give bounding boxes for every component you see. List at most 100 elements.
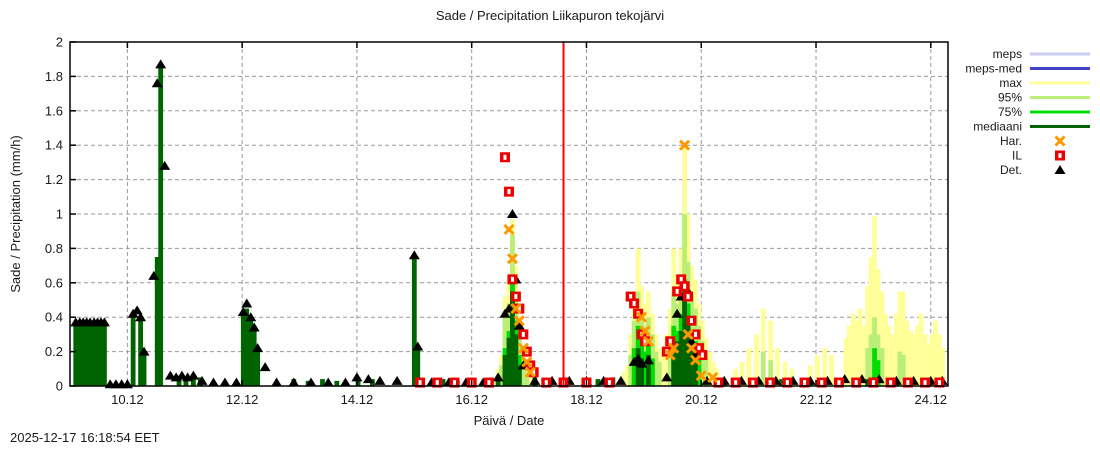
bar: [631, 348, 637, 386]
legend-label: 75%: [998, 105, 1022, 119]
bar: [244, 308, 250, 386]
legend-label: 95%: [998, 91, 1022, 105]
il-marker-center: [507, 189, 511, 195]
bar: [710, 361, 716, 386]
bar: [650, 358, 655, 386]
bar: [628, 355, 634, 386]
bar: [595, 379, 601, 386]
legend-swatch-center: [1058, 153, 1062, 158]
bar: [850, 313, 856, 386]
bar: [693, 360, 698, 386]
har-marker: [517, 342, 529, 354]
il-marker-center: [503, 154, 507, 160]
det-marker: [408, 250, 420, 260]
det-marker: [230, 377, 242, 387]
har-marker: [685, 342, 698, 354]
bar: [154, 257, 160, 386]
bar: [334, 380, 340, 386]
bar: [875, 360, 881, 386]
x-tick-label: 12.12: [226, 392, 259, 407]
y-tick-label: 0.6: [45, 275, 63, 290]
det-marker: [148, 270, 160, 280]
x-axis: 10.12 12.12 14.12 16.12 18.12 20.12 22.12 24.12…: [111, 42, 947, 428]
bar: [760, 308, 766, 386]
bar: [753, 334, 759, 386]
bar: [87, 322, 93, 386]
det-marker: [701, 375, 713, 385]
y-tick-label: 1.6: [45, 103, 63, 118]
bar: [646, 355, 651, 386]
legend-label: Har.: [1000, 134, 1022, 148]
det-marker: [615, 375, 627, 385]
il-marker-center: [514, 294, 518, 300]
bar: [520, 360, 526, 386]
legend-swatch: [1054, 135, 1066, 147]
bar: [667, 337, 673, 386]
bar: [660, 355, 666, 386]
x-tick-label: 10.12: [111, 392, 144, 407]
bar: [846, 325, 852, 386]
bar: [865, 379, 871, 386]
har-marker: [639, 325, 651, 337]
bar: [843, 337, 849, 386]
bar: [822, 348, 828, 386]
bar: [922, 334, 928, 386]
markers-har: [503, 139, 719, 383]
legend-label: Det.: [1000, 163, 1022, 177]
har-marker: [707, 371, 719, 383]
bar: [495, 379, 501, 386]
bar: [506, 337, 512, 386]
il-marker-center: [820, 380, 824, 386]
timestamp-label: 2025-12-17 16:18:54 EET: [10, 430, 160, 445]
det-marker: [248, 322, 260, 332]
y-tick-label: 0: [56, 379, 63, 394]
il-marker-center: [937, 380, 941, 386]
il-marker-center: [683, 283, 687, 289]
det-marker: [351, 372, 363, 382]
bar: [639, 358, 644, 386]
bar: [768, 320, 774, 386]
bar: [789, 368, 795, 386]
bar: [814, 355, 820, 386]
x-axis-title: Päivä / Date: [474, 413, 545, 428]
det-marker: [642, 355, 654, 365]
bar: [714, 368, 720, 386]
bar: [932, 320, 938, 386]
legend-label: meps-med: [965, 62, 1022, 76]
det-marker: [529, 375, 541, 385]
bar: [440, 379, 446, 386]
det-marker: [159, 160, 171, 170]
det-marker: [138, 346, 150, 356]
bar: [929, 334, 935, 386]
y-tick-label: 2: [56, 35, 63, 50]
bar: [893, 313, 899, 386]
gridlines: [70, 41, 948, 386]
bar: [746, 348, 752, 386]
bar: [527, 372, 533, 386]
y-tick-label: 1: [56, 207, 63, 222]
bar: [897, 351, 903, 386]
il-marker-center: [517, 306, 521, 312]
bar: [883, 313, 888, 386]
il-marker-center: [689, 318, 693, 324]
bar: [240, 312, 246, 386]
il-marker-center: [679, 276, 683, 282]
y-axis: 0 0.2 0.4 0.6 0.8 1 1.2 1.4 1.6 1.8 2 Sade / Precip…: [8, 35, 76, 394]
bar: [642, 351, 648, 386]
bar: [678, 330, 684, 386]
bar: [671, 343, 677, 386]
il-marker-center: [871, 380, 875, 386]
det-marker: [503, 303, 515, 313]
il-marker-center: [532, 369, 536, 375]
det-marker: [661, 372, 673, 382]
bar: [190, 375, 196, 386]
det-marker: [305, 377, 317, 387]
bar: [516, 365, 522, 386]
il-marker-center: [697, 345, 701, 351]
bar: [879, 348, 885, 386]
det-marker: [412, 341, 424, 351]
bar: [872, 215, 877, 386]
bar: [513, 334, 519, 386]
det-marker: [288, 377, 300, 387]
il-marker-center: [632, 300, 636, 306]
